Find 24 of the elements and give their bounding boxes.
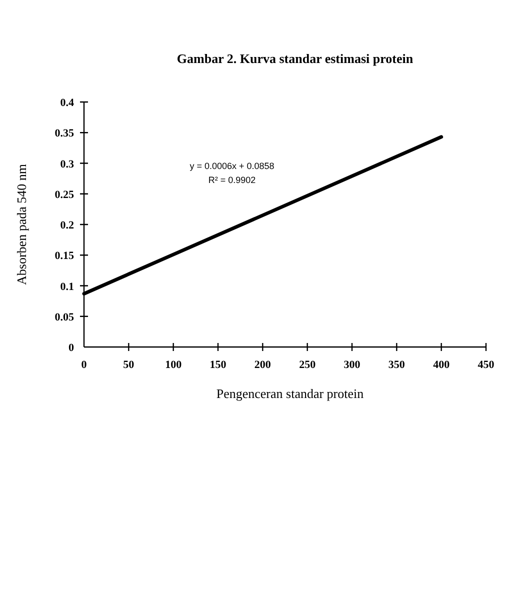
- y-tick-label: 0.25: [54, 188, 74, 201]
- x-tick-label: 150: [210, 359, 227, 371]
- y-tick-label: 0.15: [54, 250, 74, 262]
- x-axis-title: Pengenceran standar protein: [216, 386, 364, 401]
- y-tick-label: 0.3: [60, 158, 74, 170]
- x-tick-label: 450: [478, 359, 495, 371]
- x-tick-label: 50: [123, 359, 135, 371]
- x-tick-label: 350: [388, 359, 406, 371]
- annotation: R² = 0.9902: [208, 175, 256, 185]
- y-tick-label: 0: [68, 342, 74, 354]
- x-tick-label: 200: [254, 359, 272, 371]
- y-tick-label: 0.05: [54, 311, 74, 324]
- y-tick-label: 0.2: [60, 220, 74, 232]
- y-tick-label: 0.4: [60, 97, 74, 109]
- y-tick-label: 0.35: [54, 128, 74, 140]
- y-axis-title: Absorben pada 540 nm: [14, 164, 29, 285]
- x-tick-label: 100: [165, 359, 182, 371]
- y-tick-label: 0.1: [60, 280, 74, 293]
- chart-title: Gambar 2. Kurva standar estimasi protein: [176, 51, 414, 66]
- annotation: y = 0.0006x + 0.0858: [190, 161, 274, 171]
- x-tick-label: 300: [344, 359, 361, 371]
- x-tick-label: 400: [433, 359, 450, 371]
- x-tick-label: 0: [81, 359, 88, 371]
- x-tick-label: 250: [299, 359, 316, 371]
